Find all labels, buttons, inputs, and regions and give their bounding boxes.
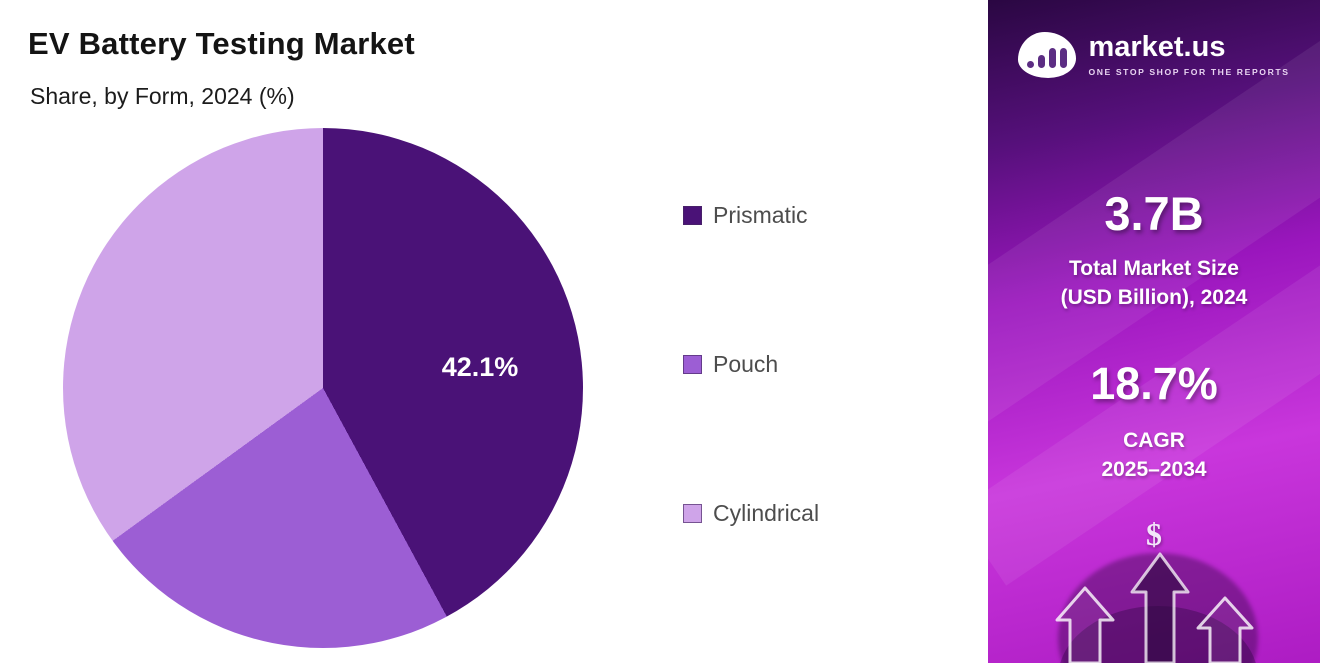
legend-swatch-cylindrical bbox=[683, 503, 702, 523]
growth-arrows-icon bbox=[1055, 552, 1256, 663]
pie-chart bbox=[63, 128, 583, 648]
market-size-label: Total Market Size (USD Billion), 2024 bbox=[1060, 257, 1248, 309]
chart-subtitle: Share, by Form, 2024 (%) bbox=[30, 83, 295, 109]
promo-panel: market.us ONE STOP SHOP FOR THE REPORTS … bbox=[988, 0, 1320, 663]
brand-logo: market.us ONE STOP SHOP FOR THE REPORTS bbox=[988, 32, 1320, 78]
cagr-label: CAGR 2025–2034 bbox=[1101, 429, 1207, 481]
logo-brand-name: market.us bbox=[1088, 31, 1226, 63]
legend-label-prismatic: Prismatic bbox=[713, 201, 808, 228]
chart-title: EV Battery Testing Market bbox=[28, 26, 415, 61]
marketus-logo-icon bbox=[1018, 32, 1077, 78]
legend-label-pouch: Pouch bbox=[713, 350, 779, 377]
legend-swatch-pouch bbox=[683, 354, 702, 374]
dollar-icon: $ bbox=[1146, 516, 1162, 552]
legend-item-cylindrical: Cylindrical bbox=[683, 498, 819, 528]
logo-tagline: ONE STOP SHOP FOR THE REPORTS bbox=[1088, 67, 1290, 77]
logo-text: market.us ONE STOP SHOP FOR THE REPORTS bbox=[1088, 31, 1290, 78]
pie-slice-label-prismatic: 42.1% bbox=[441, 352, 519, 382]
legend: Prismatic Pouch Cylindrical bbox=[683, 200, 819, 647]
cagr-value: 18.7% bbox=[1090, 358, 1218, 409]
legend-label-cylindrical: Cylindrical bbox=[713, 499, 820, 526]
legend-item-pouch: Pouch bbox=[683, 349, 819, 379]
legend-swatch-prismatic bbox=[683, 205, 702, 225]
legend-item-prismatic: Prismatic bbox=[683, 200, 819, 230]
market-size-value: 3.7B bbox=[1104, 187, 1204, 240]
pie-chart-area: 42.1% bbox=[63, 128, 583, 648]
